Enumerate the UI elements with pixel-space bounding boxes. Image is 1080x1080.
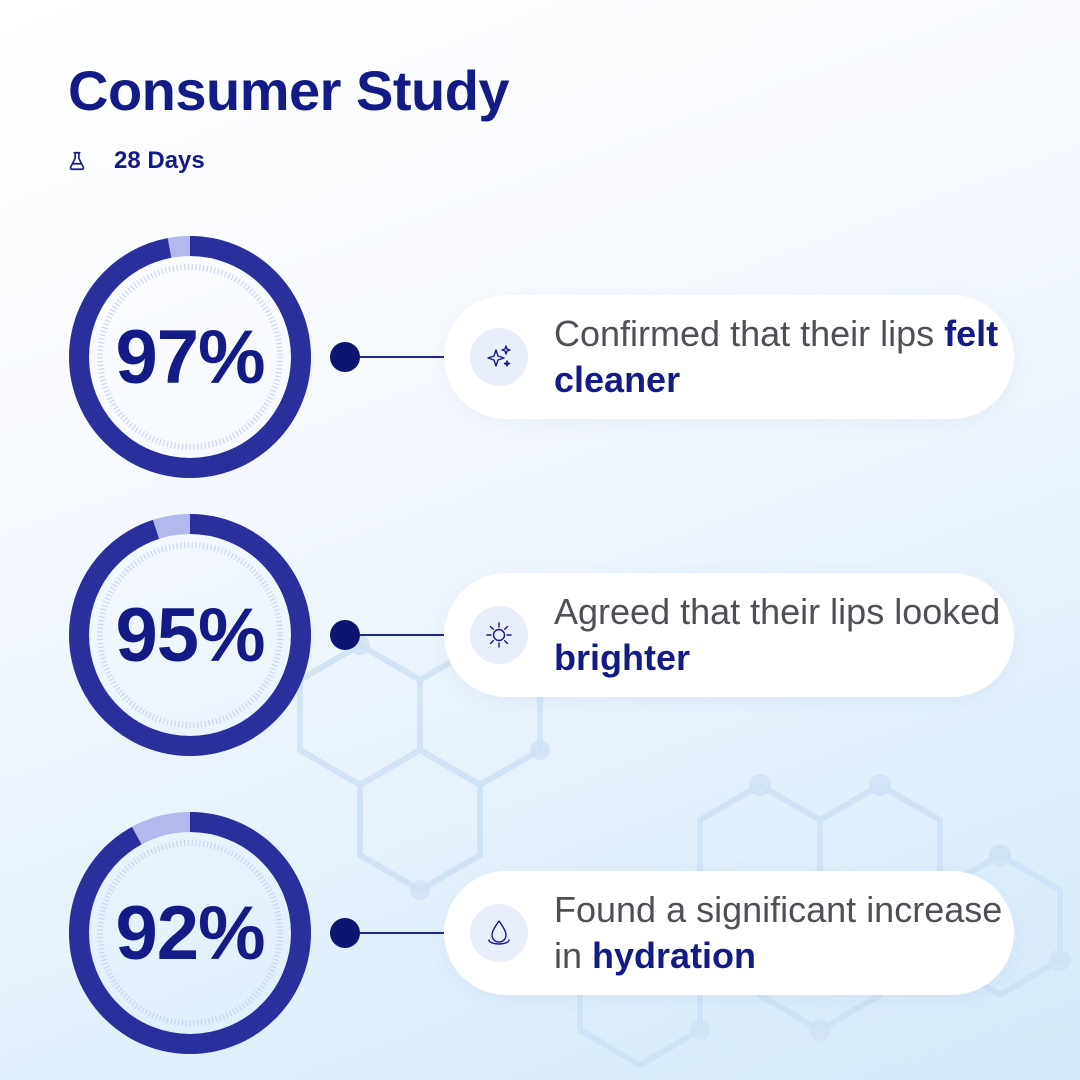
ring-progress-arc <box>69 236 311 478</box>
stat-description: Found a significant increase in hydratio… <box>554 887 1004 979</box>
flask-icon <box>69 151 85 171</box>
stat-text: Confirmed that their lips <box>554 313 945 354</box>
stat-text: Agreed that their lips looked <box>554 591 1001 632</box>
connector-dot <box>330 342 360 372</box>
connector-dot <box>330 620 360 650</box>
stat-description: Confirmed that their lips felt cleaner <box>554 311 1004 403</box>
sparkle-icon <box>487 345 511 367</box>
stat-row: 97% Confirmed that their lips felt clean… <box>0 232 1080 482</box>
connector-line <box>360 634 444 636</box>
percent-value: 95% <box>115 592 265 678</box>
water-drop-icon <box>488 920 510 945</box>
stat-row: 95% Agreed that their lips looked bright… <box>0 510 1080 760</box>
progress-ring <box>69 236 311 478</box>
sparkle-icon-badge <box>470 328 528 386</box>
ring-tick-marks <box>97 264 283 450</box>
stat-text: Found a significant increase in <box>554 889 1003 976</box>
progress-ring <box>69 812 311 1054</box>
percent-value: 97% <box>115 314 265 400</box>
ring-progress-arc <box>69 514 311 756</box>
duration-label: 28 Days <box>114 147 205 174</box>
stat-highlight: hydration <box>592 935 757 976</box>
study-duration: 28 Days <box>66 147 205 175</box>
stat-card: Confirmed that their lips felt cleaner <box>444 295 1014 419</box>
sun-icon-badge <box>470 606 528 664</box>
stat-highlight: brighter <box>554 637 691 678</box>
ring-tick-marks <box>97 542 283 728</box>
page-title: Consumer Study <box>68 59 510 122</box>
ring-progress-arc <box>69 812 311 1054</box>
connector-dot <box>330 918 360 948</box>
percent-value: 92% <box>115 890 265 976</box>
stat-card: Found a significant increase in hydratio… <box>444 871 1014 995</box>
water-drop-icon-badge <box>470 904 528 962</box>
connector-line <box>360 356 444 358</box>
stat-highlight: felt cleaner <box>554 313 999 400</box>
progress-ring <box>69 514 311 756</box>
connector-line <box>360 932 444 934</box>
ring-tick-marks <box>97 840 283 1026</box>
stat-row: 92% Found a significant increase in hydr… <box>0 808 1080 1058</box>
stat-card: Agreed that their lips looked brighter <box>444 573 1014 697</box>
sun-icon <box>486 622 512 648</box>
stat-description: Agreed that their lips looked brighter <box>554 589 1004 681</box>
